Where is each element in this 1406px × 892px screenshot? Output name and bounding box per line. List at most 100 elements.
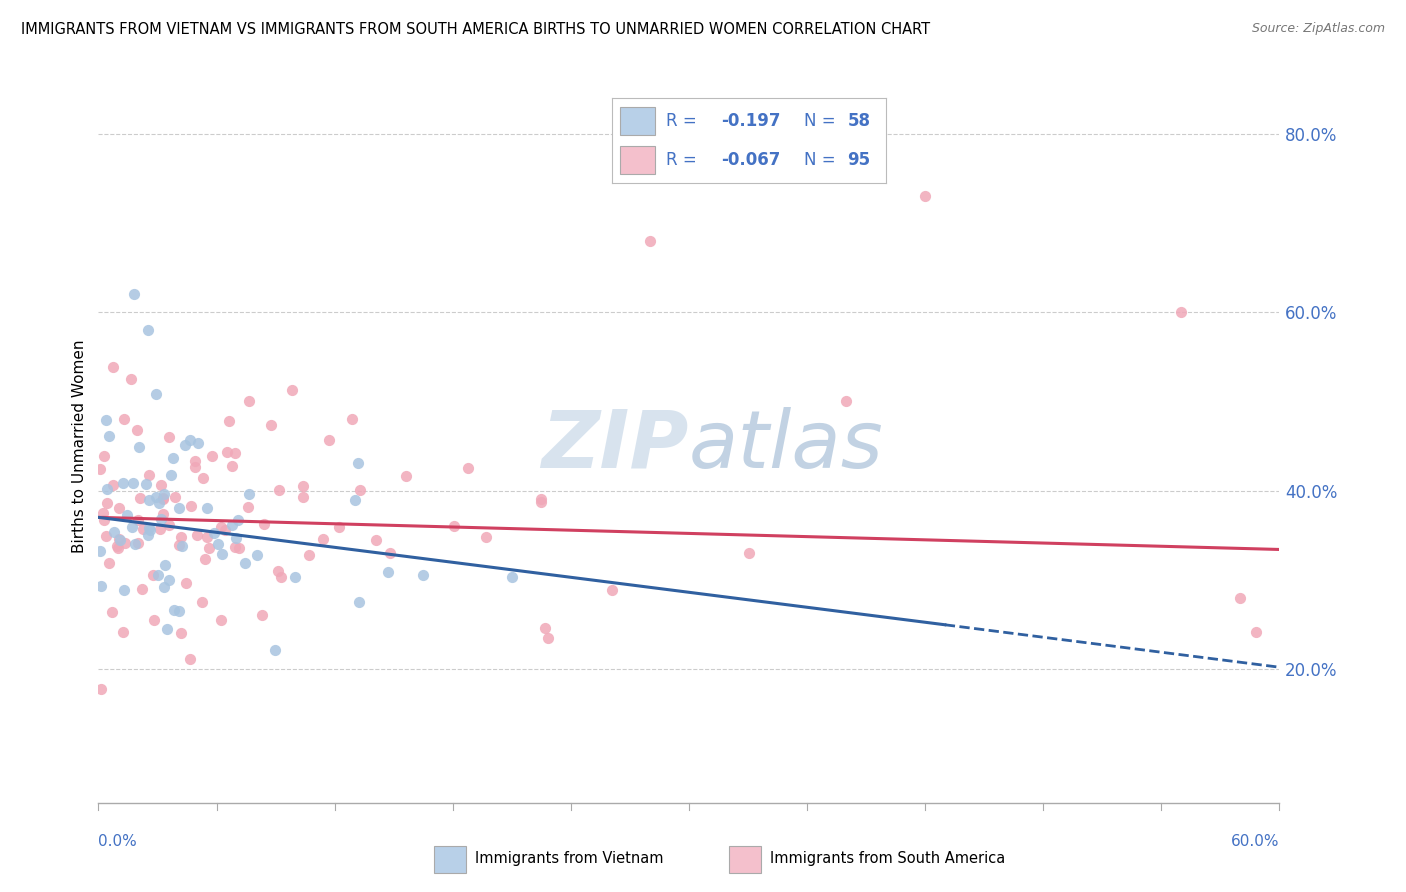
Point: [120, 372, 142, 386]
Point: [148, 496, 170, 510]
Point: [124, 537, 146, 551]
Point: [201, 450, 224, 464]
Point: [174, 576, 197, 591]
Point: [128, 441, 150, 455]
Point: [170, 625, 193, 640]
Point: [138, 521, 160, 535]
Point: [291, 479, 314, 493]
Point: [96, 496, 118, 510]
Point: [136, 323, 159, 337]
Y-axis label: Births to Unmarried Women: Births to Unmarried Women: [72, 339, 87, 553]
Point: [96, 483, 118, 497]
Text: R =: R =: [666, 151, 697, 169]
Point: [537, 631, 560, 645]
Point: [209, 613, 232, 627]
Point: [328, 520, 350, 534]
Point: [163, 603, 186, 617]
Point: [162, 450, 184, 465]
Text: N =: N =: [804, 151, 835, 169]
Text: 0.0%: 0.0%: [98, 834, 138, 849]
Point: [195, 501, 218, 516]
Point: [122, 475, 145, 490]
Point: [260, 417, 283, 432]
Point: [152, 491, 174, 506]
Point: [318, 434, 340, 448]
Point: [179, 652, 201, 666]
Point: [152, 487, 174, 501]
Point: [97, 429, 120, 443]
Point: [412, 568, 434, 582]
Point: [142, 567, 165, 582]
Text: N =: N =: [804, 112, 835, 130]
Point: [112, 475, 135, 490]
FancyBboxPatch shape: [433, 847, 467, 872]
FancyBboxPatch shape: [620, 107, 655, 136]
Point: [228, 541, 250, 555]
Point: [284, 569, 307, 583]
Point: [152, 580, 174, 594]
Point: [152, 507, 174, 521]
Point: [112, 412, 135, 426]
Point: [139, 523, 162, 537]
Point: [94, 413, 117, 427]
Point: [340, 412, 363, 426]
Point: [167, 604, 190, 618]
Point: [343, 492, 366, 507]
Point: [146, 568, 169, 582]
Point: [142, 613, 165, 627]
Point: [153, 558, 176, 572]
Point: [167, 538, 190, 552]
Point: [349, 483, 371, 497]
Point: [378, 546, 401, 560]
Point: [112, 582, 135, 597]
Point: [238, 394, 260, 409]
Text: -0.067: -0.067: [721, 151, 780, 169]
Point: [269, 483, 291, 497]
Point: [121, 520, 143, 534]
Text: 95: 95: [848, 151, 870, 169]
Point: [122, 287, 145, 301]
Point: [530, 492, 553, 507]
Point: [602, 583, 624, 598]
Point: [233, 556, 256, 570]
Point: [145, 386, 167, 401]
Point: [127, 513, 149, 527]
Text: -0.197: -0.197: [721, 112, 780, 130]
Point: [291, 490, 314, 504]
Point: [225, 531, 247, 545]
Point: [186, 527, 208, 541]
Point: [347, 456, 370, 470]
Point: [191, 595, 214, 609]
Point: [138, 492, 160, 507]
Point: [263, 643, 285, 657]
Point: [377, 565, 399, 579]
Point: [131, 582, 153, 596]
Point: [395, 469, 418, 483]
Point: [160, 467, 183, 482]
Point: [149, 512, 172, 526]
Point: [457, 461, 479, 475]
Point: [97, 556, 120, 570]
Point: [207, 537, 229, 551]
Point: [136, 528, 159, 542]
Point: [198, 541, 221, 555]
Point: [115, 508, 138, 522]
Text: 60.0%: 60.0%: [1232, 834, 1279, 849]
Point: [93, 513, 115, 527]
Point: [135, 477, 157, 491]
Point: [366, 533, 388, 547]
Point: [157, 430, 180, 444]
Text: Immigrants from Vietnam: Immigrants from Vietnam: [475, 852, 664, 866]
Point: [236, 500, 259, 515]
Point: [101, 360, 124, 375]
Point: [167, 501, 190, 516]
Text: Immigrants from South America: Immigrants from South America: [770, 852, 1005, 866]
Text: atlas: atlas: [689, 407, 884, 485]
Point: [194, 551, 217, 566]
Point: [184, 459, 207, 474]
Point: [191, 471, 214, 485]
Point: [163, 491, 186, 505]
Point: [202, 525, 225, 540]
FancyBboxPatch shape: [728, 847, 762, 872]
Point: [246, 548, 269, 562]
